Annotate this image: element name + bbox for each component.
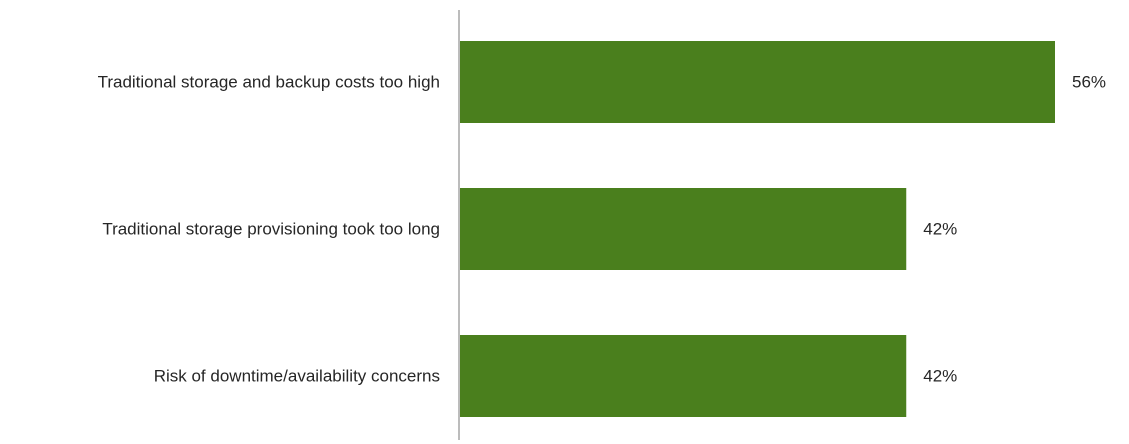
category-label-3: Risk of downtime/availability concerns [154,367,440,386]
category-labels-group: Traditional storage and backup costs too… [98,73,440,386]
bar-3 [460,335,907,417]
value-label-3: 42% [923,367,957,386]
value-label-1: 56% [1072,73,1106,92]
value-labels-group: 56% 42% 42% [923,73,1106,386]
bar-1 [460,41,1055,123]
bar-2 [460,188,907,270]
value-label-2: 42% [923,220,957,239]
category-label-1: Traditional storage and backup costs too… [98,73,440,92]
bars-group [460,41,1055,417]
category-label-2: Traditional storage provisioning took to… [102,220,440,239]
